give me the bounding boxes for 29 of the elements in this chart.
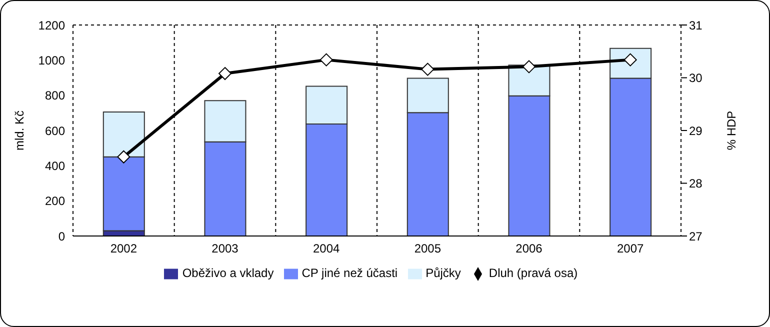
y-tick-label: 200 <box>44 194 66 208</box>
y2-tick-label: 30 <box>689 71 703 86</box>
y2-tick-label: 29 <box>689 124 703 138</box>
y-tick-label: 1200 <box>38 18 66 32</box>
y-tick-label: 1000 <box>38 53 66 68</box>
point <box>218 67 232 80</box>
y-tick-label: 400 <box>44 158 66 173</box>
point <box>421 62 434 76</box>
y2-axis-title: % HDP <box>724 110 738 150</box>
y2-tick-label: 28 <box>689 176 703 191</box>
legend-label: CP jiné než účasti <box>302 266 398 280</box>
point <box>320 53 333 66</box>
legend-label: Dluh (pravá osa) <box>488 266 578 280</box>
x-tick-label: 2007 <box>616 242 644 256</box>
x-tick-label: 2004 <box>312 242 340 256</box>
x-tick-label: 2003 <box>212 242 239 256</box>
y-tick-label: 800 <box>44 88 66 103</box>
y-tick-label: 0 <box>58 229 66 244</box>
legend-label: Oběživo a vklady <box>182 266 274 280</box>
y-tick-label: 600 <box>44 124 66 138</box>
x-tick-label: 2002 <box>110 242 138 256</box>
legend-label: Půjčky <box>426 266 461 280</box>
y-axis-title: mld. Kč <box>12 110 26 151</box>
y2-tick-label: 31 <box>689 18 703 32</box>
point <box>522 60 536 74</box>
y2-tick-label: 27 <box>689 229 703 244</box>
x-tick-label: 2006 <box>516 242 543 256</box>
x-tick-label: 2005 <box>414 242 442 256</box>
point <box>117 150 130 164</box>
